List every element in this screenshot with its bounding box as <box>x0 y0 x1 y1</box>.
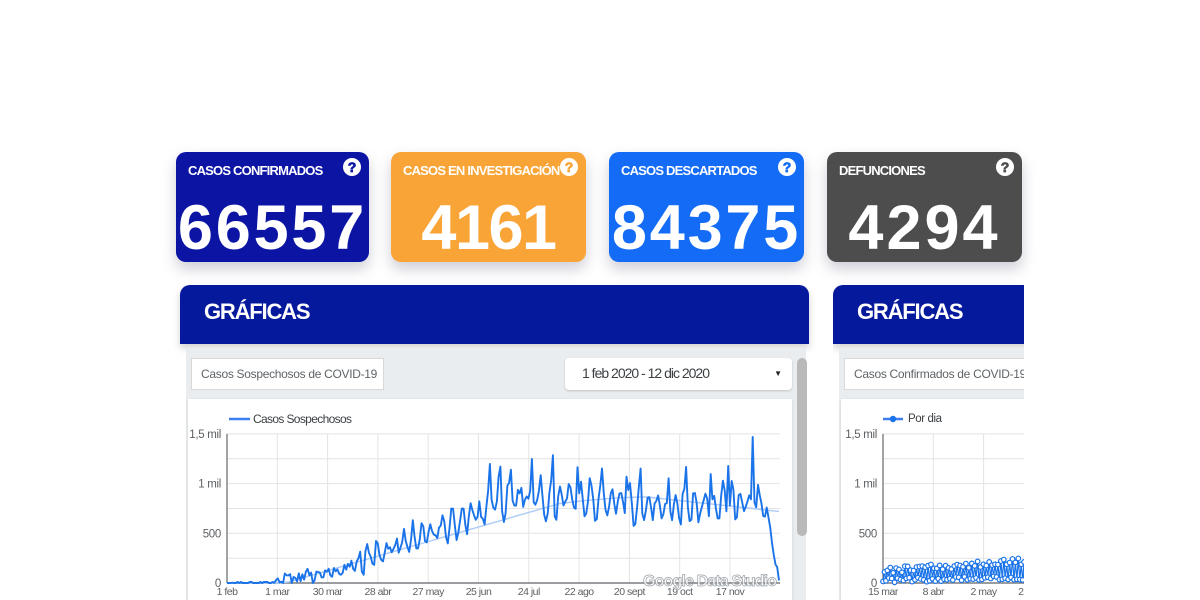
svg-text:1 mil: 1 mil <box>854 479 877 491</box>
svg-text:19 oct: 19 oct <box>667 586 693 598</box>
svg-text:1,5 mil: 1,5 mil <box>845 429 877 441</box>
svg-text:1 feb: 1 feb <box>217 586 239 598</box>
svg-text:22 ago: 22 ago <box>565 586 595 598</box>
svg-text:1,5 mil: 1,5 mil <box>189 429 221 441</box>
svg-text:Por dia: Por dia <box>908 413 943 425</box>
svg-text:24 jul: 24 jul <box>518 586 540 598</box>
svg-text:27 may: 27 may <box>412 586 445 598</box>
svg-text:1 mar: 1 mar <box>265 586 290 598</box>
svg-text:30 mar: 30 mar <box>313 586 344 598</box>
svg-text:20 sept: 20 sept <box>614 586 646 598</box>
svg-text:26 may: 26 may <box>1018 586 1024 598</box>
svg-text:500: 500 <box>859 528 877 540</box>
svg-text:28 abr: 28 abr <box>365 586 393 598</box>
svg-text:0: 0 <box>871 578 877 590</box>
svg-text:25 jun: 25 jun <box>466 586 492 598</box>
svg-text:1 mil: 1 mil <box>198 479 221 491</box>
svg-text:15 mar: 15 mar <box>868 586 899 598</box>
svg-text:2 may: 2 may <box>971 586 998 598</box>
svg-text:0: 0 <box>215 578 221 590</box>
svg-text:Casos Sospechosos: Casos Sospechosos <box>253 412 352 426</box>
svg-text:17 nov: 17 nov <box>716 586 746 598</box>
svg-text:8 abr: 8 abr <box>923 586 945 598</box>
svg-text:500: 500 <box>203 528 221 540</box>
svg-text:Google Data Studio: Google Data Studio <box>643 573 777 590</box>
